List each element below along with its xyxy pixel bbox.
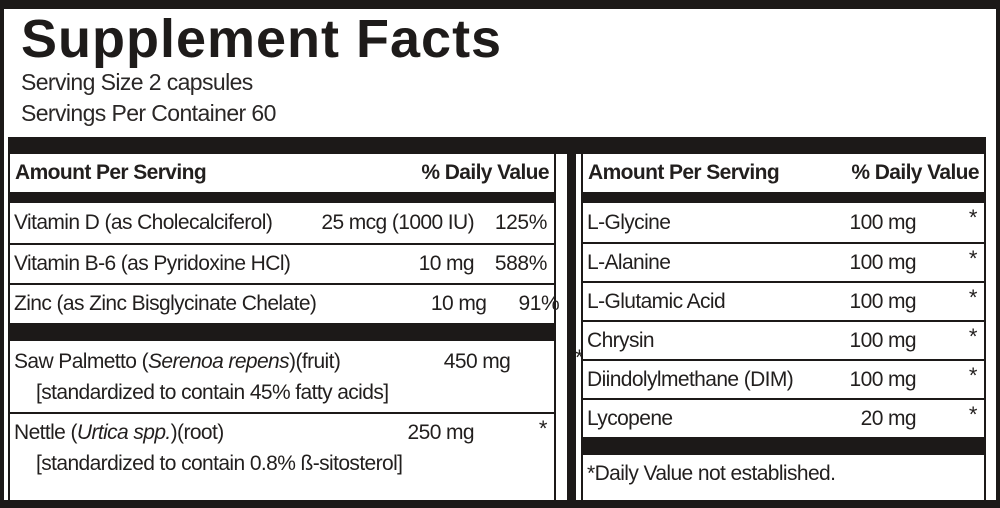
ingredient-subtext: [standardized to contain 0.8% ß-sitoster… xyxy=(36,452,403,476)
ingredient-name: Zinc (as Zinc Bisglycinate Chelate) xyxy=(14,292,317,315)
ingredient-amount: 450 mg xyxy=(443,349,511,373)
ingredient-amount: 100 mg xyxy=(849,289,917,313)
ingredient-name: Vitamin B-6 (as Pyridoxine HCl) xyxy=(14,252,291,275)
table-row: Chrysin 100 mg * xyxy=(583,320,984,359)
header-underline-bar xyxy=(583,192,984,203)
ingredient-main-line: Nettle (Urtica spp.)(root) 250 mg * xyxy=(14,414,550,451)
ingredient-name: L-Glycine xyxy=(587,210,671,234)
ingredient-amount: 100 mg xyxy=(849,367,917,391)
ingredient-daily-value: * xyxy=(968,324,978,349)
ingredient-daily-value: * xyxy=(968,285,978,310)
ingredient-name: Chrysin xyxy=(587,328,655,352)
ingredient-name-text: Nettle ( xyxy=(14,420,77,444)
label-header-section: Supplement Facts Serving Size 2 capsules… xyxy=(4,9,996,137)
right-column: Amount Per Serving % Daily Value L-Glyci… xyxy=(581,154,986,500)
ingredient-botanical-name: Serenoa repens xyxy=(148,349,290,373)
ingredient-daily-value: * xyxy=(968,205,978,230)
ingredient-amount: 10 mg xyxy=(430,292,487,315)
table-row: L-Glycine 100 mg * xyxy=(583,203,984,242)
servings-per-container-line: Servings Per Container 60 xyxy=(21,100,276,127)
ingredient-daily-value: * xyxy=(575,345,584,370)
table-columns: Amount Per Serving % Daily Value Vitamin… xyxy=(8,154,986,500)
header-underline-bar xyxy=(10,192,554,203)
ingredient-name: Diindolylmethane (DIM) xyxy=(587,367,794,391)
table-row: Diindolylmethane (DIM) 100 mg * xyxy=(583,359,984,398)
percent-daily-value-label: % Daily Value xyxy=(851,161,979,184)
ingredient-name: Nettle (Urtica spp.)(root) xyxy=(14,421,304,445)
ingredient-daily-value: * xyxy=(538,416,548,442)
ingredient-name-text: )(fruit) xyxy=(289,349,341,373)
column-divider-bar xyxy=(567,154,576,500)
ingredient-name: L-Alanine xyxy=(587,250,671,274)
percent-daily-value-label: % Daily Value xyxy=(421,161,549,184)
left-column-header: Amount Per Serving % Daily Value xyxy=(10,154,554,192)
ingredient-amount: 100 mg xyxy=(849,210,917,234)
table-row: Nettle (Urtica spp.)(root) 250 mg * [sta… xyxy=(10,412,554,483)
amount-per-serving-label: Amount Per Serving xyxy=(588,161,780,184)
ingredient-amount: 20 mg xyxy=(860,406,917,430)
supplement-facts-title: Supplement Facts xyxy=(21,9,503,69)
ingredient-name: Lycopene xyxy=(587,406,673,430)
section-divider-bar xyxy=(583,437,984,455)
ingredient-amount: 100 mg xyxy=(849,250,917,274)
table-row: Lycopene 20 mg * xyxy=(583,398,984,437)
ingredient-daily-value: * xyxy=(968,246,978,271)
ingredient-amount: 25 mcg (1000 IU) xyxy=(321,211,474,234)
table-row: Zinc (as Zinc Bisglycinate Chelate) 10 m… xyxy=(10,283,560,323)
table-row: L-Alanine 100 mg * xyxy=(583,242,984,281)
ingredient-name-text: )(root) xyxy=(170,420,225,444)
ingredient-name: Saw Palmetto (Serenoa repens)(fruit) xyxy=(14,349,341,374)
ingredient-daily-value: 125% xyxy=(494,211,548,234)
section-divider-bar xyxy=(10,323,554,341)
ingredient-name: L-Glutamic Acid xyxy=(587,289,726,313)
ingredient-daily-value: 91% xyxy=(518,292,560,315)
ingredient-main-line: Saw Palmetto (Serenoa repens)(fruit) 450… xyxy=(14,343,584,380)
ingredient-daily-value: * xyxy=(968,363,978,388)
ingredient-amount: 10 mg xyxy=(418,252,475,275)
daily-value-footnote: *Daily Value not established. xyxy=(587,462,836,485)
ingredient-name: Vitamin D (as Cholecalciferol) xyxy=(14,211,273,234)
left-column: Amount Per Serving % Daily Value Vitamin… xyxy=(8,154,584,500)
ingredient-botanical-name: Urtica spp. xyxy=(76,420,171,444)
table-row: L-Glutamic Acid 100 mg * xyxy=(583,281,984,320)
ingredient-daily-value: 588% xyxy=(494,252,548,275)
facts-table: Amount Per Serving % Daily Value Vitamin… xyxy=(8,137,986,500)
right-column-header: Amount Per Serving % Daily Value xyxy=(583,154,984,192)
amount-per-serving-label: Amount Per Serving xyxy=(15,161,207,184)
ingredient-amount: 100 mg xyxy=(849,328,917,352)
ingredient-name-text: Saw Palmetto ( xyxy=(14,349,149,373)
ingredient-subtext: [standardized to contain 45% fatty acids… xyxy=(36,381,389,404)
ingredient-amount: 250 mg xyxy=(407,420,475,444)
serving-size-line: Serving Size 2 capsules xyxy=(21,69,253,96)
table-row: Saw Palmetto (Serenoa repens)(fruit) 450… xyxy=(10,341,584,412)
column-gap xyxy=(556,154,567,500)
table-row: Vitamin D (as Cholecalciferol) 25 mcg (1… xyxy=(10,203,554,243)
table-top-bar xyxy=(8,137,986,154)
table-row: Vitamin B-6 (as Pyridoxine HCl) 10 mg 58… xyxy=(10,243,554,283)
ingredient-daily-value: * xyxy=(968,402,978,427)
